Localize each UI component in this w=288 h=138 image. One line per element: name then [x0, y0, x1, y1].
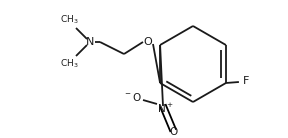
- Text: CH$_3$: CH$_3$: [60, 14, 78, 26]
- Text: O: O: [144, 37, 152, 47]
- Text: O: O: [170, 127, 178, 137]
- Text: N: N: [86, 37, 94, 47]
- Text: N$^+$: N$^+$: [157, 101, 173, 115]
- Text: F: F: [243, 76, 249, 86]
- Text: CH$_3$: CH$_3$: [60, 58, 78, 70]
- Text: $^-$O: $^-$O: [122, 91, 141, 103]
